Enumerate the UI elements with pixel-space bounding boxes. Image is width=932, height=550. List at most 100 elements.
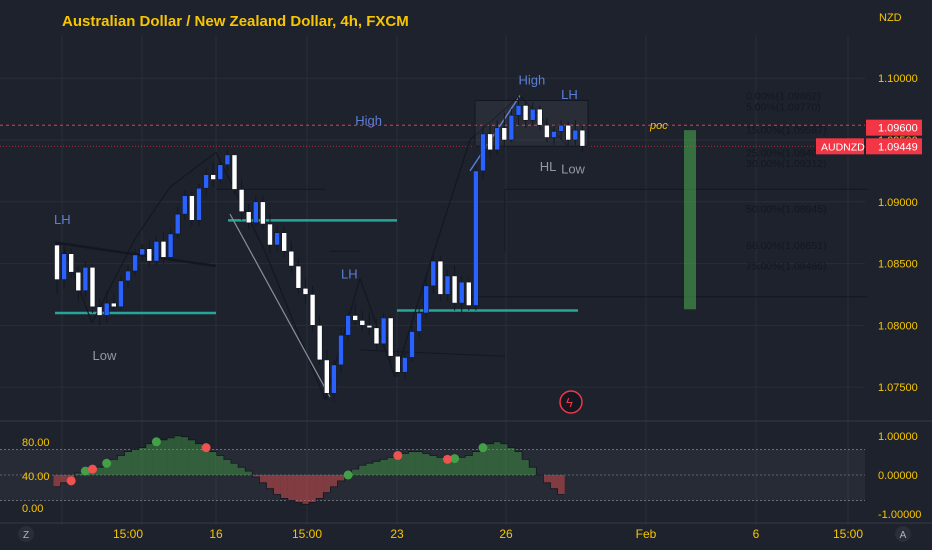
osc-bar-58 bbox=[465, 455, 473, 475]
osc-bar-15 bbox=[160, 439, 168, 475]
x-tick-1: 16 bbox=[209, 527, 223, 541]
candle-body-29 bbox=[260, 201, 266, 225]
candle-body-3 bbox=[75, 271, 82, 292]
osc-bar-40 bbox=[337, 475, 345, 481]
zoom-button-bg bbox=[18, 526, 34, 542]
osc-left-tick-2: 0.00 bbox=[22, 503, 43, 515]
chart-title: Australian Dollar / New Zealand Dollar, … bbox=[62, 13, 409, 30]
osc-bar-52 bbox=[422, 453, 430, 475]
osc-bar-50 bbox=[408, 451, 416, 475]
osc-bar-47 bbox=[387, 457, 395, 475]
x-tick-3: 23 bbox=[390, 527, 404, 541]
candle-body-64 bbox=[508, 115, 515, 141]
candle-body-60 bbox=[480, 133, 486, 172]
fib-label-4: 30.00%(1.09312) bbox=[746, 158, 827, 170]
osc-bar-34 bbox=[294, 475, 302, 503]
osc-bar-0 bbox=[53, 475, 61, 487]
x-tick-0: 15:00 bbox=[113, 527, 143, 541]
candle-body-7 bbox=[103, 302, 110, 316]
candle-body-51 bbox=[416, 312, 422, 332]
osc-bar-23 bbox=[216, 455, 224, 475]
candle-body-71 bbox=[558, 124, 564, 132]
candle-body-42 bbox=[352, 315, 359, 321]
fib-label-3: 25.00%(1.0940 bbox=[746, 147, 817, 159]
candle-body-65 bbox=[515, 105, 522, 116]
candle-body-13 bbox=[146, 248, 153, 262]
candle-body-27 bbox=[245, 211, 252, 224]
osc-bar-21 bbox=[202, 447, 210, 475]
y-tick-0: 1.07500 bbox=[878, 382, 918, 394]
osc-bar-8 bbox=[110, 459, 118, 475]
candle-body-4 bbox=[82, 266, 89, 292]
osc-bar-45 bbox=[373, 461, 381, 475]
osc-bar-57 bbox=[458, 457, 466, 475]
y-tick-3: 1.09000 bbox=[878, 197, 918, 209]
annotations: High LH Low LH High LH HL Low poc ϟ bbox=[54, 72, 668, 414]
osc-bar-35 bbox=[302, 475, 310, 505]
osc-red-dot-1 bbox=[88, 464, 97, 474]
osc-red-dot-4 bbox=[443, 454, 452, 464]
auto-scale-bg bbox=[895, 526, 911, 542]
osc-right-tick-0: 1.00000 bbox=[878, 431, 918, 443]
osc-green-dot-2 bbox=[151, 437, 161, 447]
candle-body-15 bbox=[160, 241, 167, 258]
x-tick-4: 26 bbox=[499, 527, 513, 541]
price-axis[interactable]: 1.075001.080001.085001.090001.095001.100… bbox=[816, 73, 922, 394]
candle-body-37 bbox=[316, 325, 323, 361]
last-price-tag bbox=[866, 138, 922, 155]
x-tick-7: 15:00 bbox=[833, 527, 863, 541]
fib-label-5: 50.00%(1.08945) bbox=[746, 204, 827, 216]
candle-body-54 bbox=[437, 260, 444, 295]
candle-body-32 bbox=[281, 232, 288, 252]
candle-body-22 bbox=[210, 174, 216, 180]
auto-scale-icon: A bbox=[900, 530, 907, 541]
candle-body-40 bbox=[338, 334, 344, 366]
candle-body-10 bbox=[125, 270, 131, 282]
osc-bar-27 bbox=[245, 471, 253, 475]
target-box bbox=[684, 130, 696, 310]
osc-bar-26 bbox=[238, 467, 246, 475]
candle-body-23 bbox=[217, 164, 224, 180]
osc-right-tick-2: -1.00000 bbox=[878, 509, 921, 521]
time-axis[interactable]: 15:00 16 15:00 23 26 Feb 6 15:00 Z A bbox=[0, 522, 932, 542]
candle-body-6 bbox=[96, 306, 103, 316]
osc-bar-71 bbox=[557, 475, 565, 495]
candle-body-38 bbox=[323, 359, 330, 394]
candle-body-1 bbox=[61, 253, 67, 280]
osc-green-dot-4 bbox=[450, 454, 460, 464]
candle-body-70 bbox=[551, 131, 557, 138]
osc-bar-3 bbox=[74, 473, 82, 475]
osc-bar-19 bbox=[188, 439, 196, 475]
candle-body-24 bbox=[224, 154, 231, 166]
candle-body-48 bbox=[394, 355, 401, 373]
osc-bar-7 bbox=[103, 463, 111, 475]
osc-left-tick-1: 40.00 bbox=[22, 471, 50, 483]
fib-label-7: 75.00%(1.08486) bbox=[746, 260, 827, 272]
symbol-tag-text: AUDNZD bbox=[821, 141, 865, 153]
osc-bar-44 bbox=[365, 463, 373, 475]
osc-bar-56 bbox=[451, 458, 459, 475]
osc-bar-59 bbox=[472, 451, 480, 475]
annotation-0: High bbox=[355, 113, 382, 128]
osc-green-dot-5 bbox=[478, 443, 488, 453]
poc-price-text: 1.09600 bbox=[878, 123, 918, 135]
osc-bar-18 bbox=[181, 436, 189, 475]
candle-body-21 bbox=[203, 174, 209, 189]
annotation-6: HL bbox=[540, 159, 557, 174]
candle-body-35 bbox=[302, 287, 309, 295]
annotation-4: High bbox=[519, 72, 546, 87]
x-tick-5: Feb bbox=[636, 527, 657, 541]
candle-body-0 bbox=[54, 244, 60, 280]
candle-body-12 bbox=[139, 248, 145, 256]
osc-bar-6 bbox=[96, 467, 104, 475]
candle-body-57 bbox=[458, 281, 465, 304]
candle-body-50 bbox=[409, 331, 415, 358]
osc-bar-29 bbox=[259, 475, 267, 483]
candle-body-66 bbox=[522, 105, 529, 121]
candle-body-28 bbox=[253, 201, 259, 224]
osc-bar-65 bbox=[515, 451, 523, 475]
candle-body-47 bbox=[387, 317, 394, 357]
candle-body-67 bbox=[529, 108, 536, 121]
candle-body-39 bbox=[331, 364, 337, 394]
